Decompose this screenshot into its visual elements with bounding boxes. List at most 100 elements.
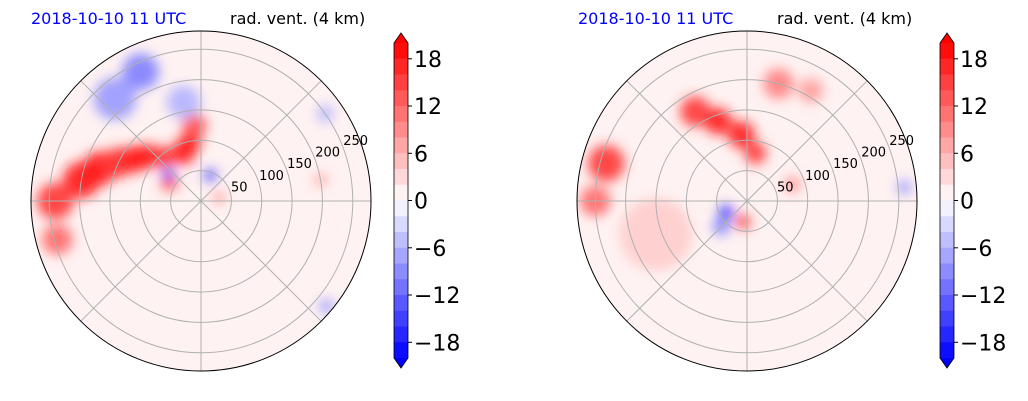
colorbar-tick-label: 6 bbox=[960, 142, 974, 167]
colorbar-band bbox=[394, 310, 408, 327]
azimuth-line bbox=[200, 200, 322, 322]
panel-left: 2018-10-10 11 UTC rad. vent. (4 km) 50 10… bbox=[30, 9, 460, 372]
field-blob bbox=[704, 107, 732, 135]
colorbar-tick-label: −6 bbox=[960, 237, 992, 262]
colorbar-band bbox=[394, 279, 408, 296]
colorbar-band bbox=[940, 153, 954, 170]
colorbar-extend-min bbox=[394, 358, 408, 368]
colorbar-band bbox=[394, 137, 408, 154]
radial-tick-label: 150 bbox=[287, 157, 312, 172]
colorbar-band bbox=[394, 200, 408, 217]
colorbar-band bbox=[940, 342, 954, 359]
colorbar-band bbox=[394, 121, 408, 138]
radial-tick-label: 100 bbox=[805, 169, 830, 184]
colorbar-band bbox=[940, 137, 954, 154]
colorbar-band bbox=[394, 326, 408, 343]
colorbar-tick-label: 0 bbox=[960, 190, 974, 215]
field-blob bbox=[744, 142, 767, 165]
colorbar-tick-label: −12 bbox=[960, 284, 1006, 309]
colorbar-band bbox=[394, 263, 408, 280]
colorbar-tick-label: −12 bbox=[414, 284, 460, 309]
field-blob bbox=[736, 214, 751, 230]
radial-tick-label: 200 bbox=[861, 146, 886, 161]
colorbar-band bbox=[940, 247, 954, 264]
radial-tick-label: 200 bbox=[315, 146, 340, 161]
colorbar-band bbox=[940, 279, 954, 296]
colorbar-band bbox=[394, 74, 408, 91]
colorbar-band bbox=[394, 90, 408, 107]
colorbar-tick-label: −6 bbox=[414, 237, 446, 262]
title-time-left: 2018-10-10 11 UTC bbox=[31, 9, 186, 28]
field-blob bbox=[798, 78, 823, 103]
colorbar-band bbox=[394, 169, 408, 186]
title-variable-right: rad. vent. (4 km) bbox=[777, 9, 912, 28]
colorbar-band bbox=[394, 216, 408, 233]
field-blob bbox=[162, 167, 175, 180]
field-blob bbox=[319, 299, 334, 314]
colorbar-band bbox=[940, 43, 954, 60]
colorbar-band bbox=[940, 74, 954, 91]
field-blob bbox=[785, 177, 800, 192]
panel-right: 2018-10-10 11 UTC rad. vent. (4 km) 50 10… bbox=[576, 9, 1006, 372]
field-blob bbox=[153, 145, 175, 168]
colorbar: 18 12 6 0 −6 −12 −18 bbox=[393, 32, 460, 369]
colorbar-band bbox=[940, 216, 954, 233]
colorbar-band bbox=[394, 184, 408, 201]
colorbar-band bbox=[940, 106, 954, 123]
plot-boundary bbox=[30, 30, 372, 372]
colorbar-band bbox=[394, 58, 408, 75]
colorbar-band bbox=[940, 263, 954, 280]
plot-boundary bbox=[576, 30, 918, 372]
field-blob bbox=[93, 77, 137, 120]
colorbar-band bbox=[394, 232, 408, 249]
colorbar-tick-label: 18 bbox=[960, 48, 988, 73]
colorbar-tick-label: 12 bbox=[960, 95, 988, 120]
field-blob bbox=[135, 144, 160, 169]
colorbar-band bbox=[940, 310, 954, 327]
radial-tick-label: 250 bbox=[889, 134, 914, 149]
azimuth-line bbox=[80, 80, 202, 202]
colorbar-tick-label: 6 bbox=[414, 142, 428, 167]
colorbar-band bbox=[394, 342, 408, 359]
polar-grid bbox=[577, 31, 917, 371]
field-blob bbox=[897, 179, 912, 195]
colorbar-band bbox=[940, 232, 954, 249]
colorbar-tick-label: −18 bbox=[960, 331, 1006, 356]
azimuth-line bbox=[746, 80, 868, 202]
colorbar-tick-label: 18 bbox=[414, 48, 442, 73]
azimuth-line bbox=[626, 80, 748, 202]
field-blob bbox=[42, 224, 73, 255]
polar-grid bbox=[31, 31, 371, 371]
radial-tick-label: 150 bbox=[833, 157, 858, 172]
colorbar-band bbox=[394, 43, 408, 60]
field-blob bbox=[204, 169, 217, 182]
colorbar-band bbox=[394, 295, 408, 312]
radial-tick-label: 100 bbox=[259, 169, 284, 184]
colorbar-band bbox=[394, 153, 408, 170]
field-blob bbox=[680, 96, 711, 127]
field-blob bbox=[182, 113, 207, 138]
colorbar-band bbox=[940, 90, 954, 107]
field-blob bbox=[718, 205, 734, 221]
colorbar: 18 12 6 0 −6 −12 −18 bbox=[939, 32, 1006, 369]
azimuth-line bbox=[746, 200, 868, 322]
colorbar-band bbox=[940, 169, 954, 186]
field-blob bbox=[588, 145, 625, 182]
colorbar-extend-max bbox=[394, 33, 408, 43]
colorbar-band bbox=[394, 106, 408, 123]
radial-tick-label: 50 bbox=[231, 180, 248, 195]
azimuth-line bbox=[80, 200, 202, 322]
colorbar-outline bbox=[939, 32, 955, 369]
colorbar-band bbox=[940, 326, 954, 343]
colorbar-tick-label: −18 bbox=[414, 331, 460, 356]
colorbar-outline bbox=[393, 32, 409, 369]
colorbar-band bbox=[940, 295, 954, 312]
field-blob bbox=[214, 192, 224, 203]
field-blob bbox=[122, 53, 159, 90]
radial-tick-label: 250 bbox=[343, 134, 368, 149]
colorbar-extend-max bbox=[940, 33, 954, 43]
azimuth-line bbox=[200, 80, 322, 202]
title-time-right: 2018-10-10 11 UTC bbox=[578, 9, 733, 28]
colorbar-tick-label: 12 bbox=[414, 95, 442, 120]
